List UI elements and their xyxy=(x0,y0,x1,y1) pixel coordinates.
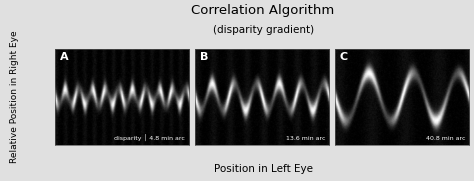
Text: 13.6 min arc: 13.6 min arc xyxy=(286,136,325,141)
Text: A: A xyxy=(60,52,69,62)
Text: (disparity gradient): (disparity gradient) xyxy=(212,25,314,35)
Text: 40.8 min arc: 40.8 min arc xyxy=(426,136,465,141)
Text: disparity │ 4.8 min arc: disparity │ 4.8 min arc xyxy=(114,134,185,141)
Text: B: B xyxy=(200,52,208,62)
Text: Position in Left Eye: Position in Left Eye xyxy=(214,164,312,174)
Text: Correlation Algorithm: Correlation Algorithm xyxy=(191,4,335,17)
Text: C: C xyxy=(340,52,348,62)
Text: Relative Position in Right Eye: Relative Position in Right Eye xyxy=(10,31,18,163)
